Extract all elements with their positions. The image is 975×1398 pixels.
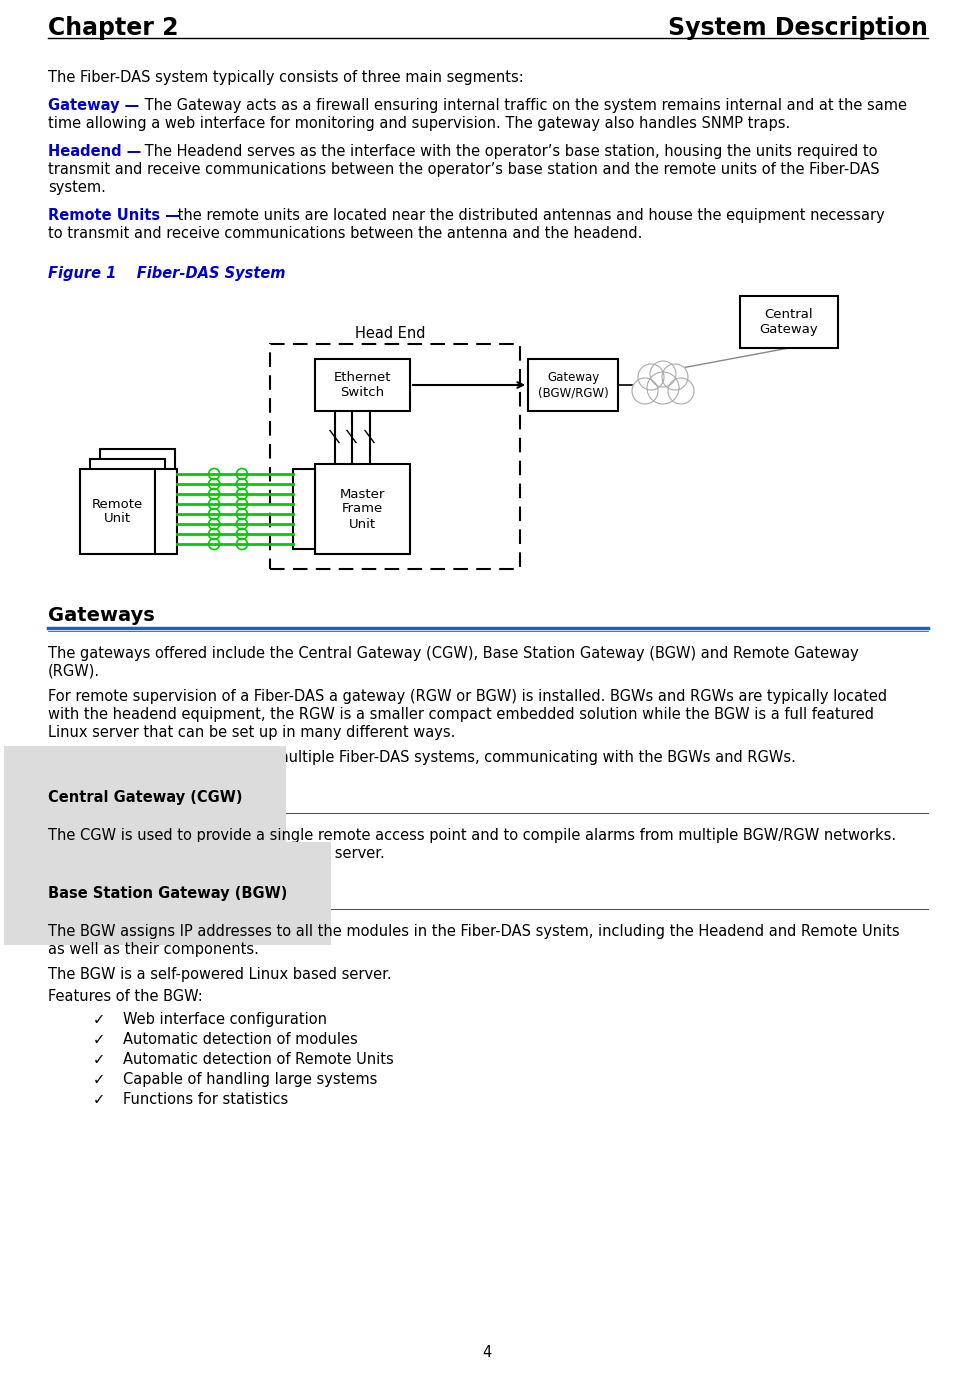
Bar [293, 468, 315, 549]
Text: with the headend equipment, the RGW is a smaller compact embedded solution while: with the headend equipment, the RGW is a… [48, 707, 874, 721]
Text: system.: system. [48, 180, 106, 194]
Text: Functions for statistics: Functions for statistics [123, 1092, 289, 1107]
Circle shape [638, 363, 664, 390]
Circle shape [668, 377, 694, 404]
Text: Gateway
(BGW/RGW): Gateway (BGW/RGW) [537, 370, 608, 398]
Bar [528, 359, 618, 411]
Text: Remote
Unit: Remote Unit [92, 498, 143, 526]
Text: the remote units are located near the distributed antennas and house the equipme: the remote units are located near the di… [173, 208, 884, 224]
Text: Headend —: Headend — [48, 144, 141, 159]
Text: Chapter 2: Chapter 2 [48, 15, 178, 41]
Text: (RGW).: (RGW). [48, 664, 100, 679]
Text: Automatic detection of Remote Units: Automatic detection of Remote Units [123, 1053, 394, 1067]
Text: ✓: ✓ [93, 1053, 105, 1067]
Circle shape [650, 361, 676, 387]
Text: The BGW is a self-powered Linux based server.: The BGW is a self-powered Linux based se… [48, 967, 392, 981]
Bar [740, 296, 838, 348]
Circle shape [662, 363, 688, 390]
Text: The BGW assigns IP addresses to all the modules in the Fiber-DAS system, includi: The BGW assigns IP addresses to all the … [48, 924, 900, 939]
Text: Central Gateway (CGW): Central Gateway (CGW) [48, 790, 243, 805]
Text: ✓: ✓ [93, 1032, 105, 1047]
Bar [315, 359, 410, 411]
Text: Features of the BGW:: Features of the BGW: [48, 988, 203, 1004]
Text: ✓: ✓ [93, 1092, 105, 1107]
Text: Gateway —: Gateway — [48, 98, 139, 113]
Text: Remote Units —: Remote Units — [48, 208, 179, 224]
Bar [270, 344, 520, 569]
Bar [315, 464, 410, 554]
Text: transmit and receive communications between the operator’s base station and the : transmit and receive communications betw… [48, 162, 879, 178]
Text: The Gateway acts as a firewall ensuring internal traffic on the system remains i: The Gateway acts as a firewall ensuring … [140, 98, 907, 113]
Text: The CGW is used to provide a single remote access point and to compile alarms fr: The CGW is used to provide a single remo… [48, 828, 896, 843]
Text: CGWs are used for monitoring multiple Fiber-DAS systems, communicating with the : CGWs are used for monitoring multiple Fi… [48, 749, 796, 765]
Text: The gateways offered include the Central Gateway (CGW), Base Station Gateway (BG: The gateways offered include the Central… [48, 646, 859, 661]
Text: Master
Frame
Unit: Master Frame Unit [340, 488, 385, 530]
Text: Web interface configuration: Web interface configuration [123, 1012, 327, 1028]
Text: 4: 4 [483, 1345, 491, 1360]
Text: Automatic detection of modules: Automatic detection of modules [123, 1032, 358, 1047]
Text: The Headend serves as the interface with the operator’s base station, housing th: The Headend serves as the interface with… [140, 144, 878, 159]
Text: Central
Gateway: Central Gateway [760, 308, 818, 336]
Bar [90, 459, 165, 544]
Text: to transmit and receive communications between the antenna and the headend.: to transmit and receive communications b… [48, 226, 643, 240]
Text: Gateways: Gateways [48, 605, 155, 625]
Text: Head End: Head End [355, 326, 425, 341]
Circle shape [647, 372, 679, 404]
Bar [155, 468, 177, 554]
Text: The unit is a self-powered Linux based server.: The unit is a self-powered Linux based s… [48, 846, 385, 861]
Text: For remote supervision of a Fiber-DAS a gateway (RGW or BGW) is installed. BGWs : For remote supervision of a Fiber-DAS a … [48, 689, 887, 705]
Text: as well as their components.: as well as their components. [48, 942, 259, 958]
Text: Linux server that can be set up in many different ways.: Linux server that can be set up in many … [48, 726, 455, 740]
Text: Ethernet
Switch: Ethernet Switch [333, 370, 391, 398]
Bar [80, 468, 155, 554]
Text: time allowing a web interface for monitoring and supervision. The gateway also h: time allowing a web interface for monito… [48, 116, 791, 131]
Text: System Description: System Description [668, 15, 928, 41]
Text: The Fiber-DAS system typically consists of three main segments:: The Fiber-DAS system typically consists … [48, 70, 524, 85]
Text: Figure 1    Fiber-DAS System: Figure 1 Fiber-DAS System [48, 266, 286, 281]
Text: ✓: ✓ [93, 1072, 105, 1088]
Text: Base Station Gateway (BGW): Base Station Gateway (BGW) [48, 886, 288, 900]
Text: ✓: ✓ [93, 1012, 105, 1028]
Bar [100, 449, 175, 534]
Text: Capable of handling large systems: Capable of handling large systems [123, 1072, 377, 1088]
Circle shape [632, 377, 658, 404]
